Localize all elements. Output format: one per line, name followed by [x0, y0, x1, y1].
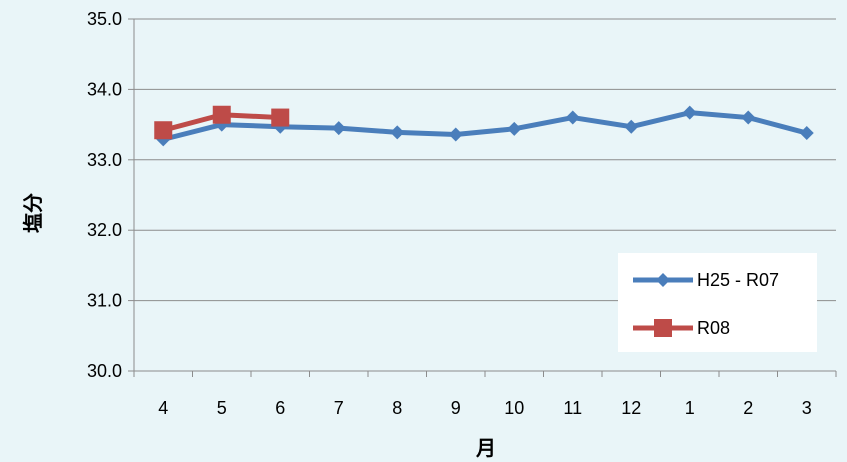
- x-tick-label: 4: [158, 398, 168, 418]
- y-tick-label: 31.0: [87, 291, 122, 311]
- x-tick-label: 11: [563, 398, 582, 418]
- y-axis-label: 塩分: [21, 193, 45, 233]
- x-tick-label: 12: [621, 398, 641, 418]
- y-tick-label: 33.0: [87, 150, 122, 170]
- x-tick-label: 3: [802, 398, 812, 418]
- x-tick-label: 5: [217, 398, 227, 418]
- data-point: [741, 110, 756, 125]
- x-tick-label: 2: [743, 398, 753, 418]
- data-point: [507, 121, 522, 136]
- legend: H25 - R07 R08: [618, 253, 817, 352]
- data-point: [154, 121, 173, 140]
- data-point: [212, 105, 231, 124]
- y-tick-label: 35.0: [87, 9, 122, 29]
- x-tick-labels: 4 5 6 7 8 9 10 11 12 1 2 3: [158, 398, 812, 418]
- legend-box: [618, 253, 817, 352]
- legend-marker: [656, 273, 670, 287]
- y-tick-labels: 30.0 31.0 32.0 33.0 34.0 35.0: [87, 9, 122, 381]
- legend-label: H25 - R07: [697, 270, 779, 290]
- x-tick-label: 7: [334, 398, 344, 418]
- y-tick-label: 32.0: [87, 220, 122, 240]
- axes: [128, 18, 837, 377]
- legend-label: R08: [697, 318, 730, 338]
- x-tick-label: 1: [685, 398, 695, 418]
- data-point: [271, 108, 290, 127]
- data-point: [390, 125, 405, 140]
- x-axis-label: 月: [475, 438, 496, 460]
- x-tick-label: 8: [392, 398, 402, 418]
- data-point: [682, 105, 697, 120]
- x-tick-label: 6: [275, 398, 285, 418]
- data-point: [448, 127, 463, 142]
- series-line: [160, 110, 810, 142]
- data-point: [331, 121, 346, 136]
- data-point: [624, 119, 639, 134]
- data-point: [565, 110, 580, 125]
- legend-marker: [654, 319, 672, 337]
- y-tick-label: 34.0: [87, 79, 122, 99]
- y-tick-label: 30.0: [87, 361, 122, 381]
- x-tick-label: 9: [451, 398, 461, 418]
- series-group: [154, 105, 814, 147]
- series-2: [154, 105, 290, 140]
- data-point: [799, 126, 814, 141]
- x-tick-label: 10: [504, 398, 524, 418]
